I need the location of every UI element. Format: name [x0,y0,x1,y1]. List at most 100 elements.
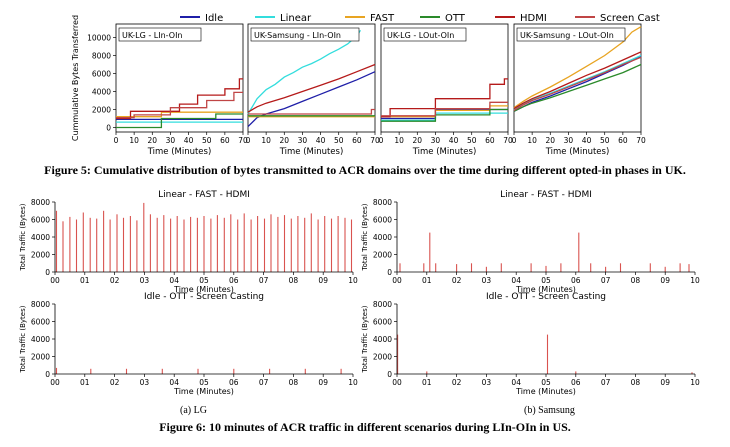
x-tick-label: 04 [511,276,521,285]
x-tick-label: 01 [80,378,90,387]
series-line-screen-cast [513,56,642,111]
x-tick-label: 40 [316,136,326,145]
x-tick-label: 03 [482,276,492,285]
x-tick-label: 04 [169,378,179,387]
y-tick-label: 6000 [31,216,50,225]
panel-title: Linear - FAST - HDMI [500,190,592,200]
panel-frame [513,23,642,133]
x-tick-label: 10 [527,136,537,145]
x-tick-label: 05 [541,276,551,285]
legend-label-fast: FAST [370,13,395,24]
x-tick-label: 10 [348,378,358,387]
y-tick-label: 2000 [373,251,392,260]
x-tick-label: 50 [202,136,212,145]
legend-label-screen-cast: Screen Cast [600,13,660,24]
x-tick-label: 70 [238,136,248,145]
series-line-linear [513,54,642,111]
x-axis-label: Time (Minutes) [545,147,610,157]
subcaption-lg: (a) LG [180,405,207,416]
series-line-hdmi [381,78,508,118]
legend-label-linear: Linear [280,13,312,24]
y-tick-label: 8000 [92,52,111,61]
x-tick-label: 07 [601,276,611,285]
y-axis-label: Total Traffic (Bytes) [19,203,27,271]
x-tick-label: 02 [110,378,120,387]
panel-title-box [383,27,467,42]
panel-title: Linear - FAST - HDMI [158,190,250,200]
x-tick-label: 02 [452,378,462,387]
x-axis-label: Time (Minutes) [279,147,344,157]
x-tick-label: 05 [199,276,209,285]
panel-title: UK-LG - LIn-OIn [122,31,183,40]
x-tick-label: 01 [80,276,90,285]
x-tick-label: 03 [140,276,150,285]
x-tick-label: 01 [422,378,432,387]
x-tick-label: 08 [289,378,299,387]
figure6-caption: Figure 6: 10 minutes of ACR traffic in d… [159,420,571,434]
panel-title: Idle - OTT - Screen Casting [486,292,606,302]
y-axis-label: Total Traffic (Bytes) [19,305,27,373]
x-tick-label: 07 [259,378,269,387]
x-tick-label: 07 [601,378,611,387]
x-tick-label: 20 [413,136,423,145]
y-tick-label: 6000 [31,318,50,327]
panel-title-box [118,27,202,42]
panel-title: UK-LG - LOut-OIn [387,31,454,40]
x-tick-label: 70 [636,136,646,145]
x-tick-label: 09 [660,378,670,387]
y-tick-label: 2000 [31,353,50,362]
x-tick-label: 10 [348,276,358,285]
panel-title-box [250,27,360,42]
x-tick-label: 10 [690,378,700,387]
x-tick-label: 05 [541,378,551,387]
x-tick-label: 08 [289,276,299,285]
x-tick-label: 08 [631,276,641,285]
x-axis-label: Time (Minutes) [173,285,234,294]
x-tick-label: 70 [503,136,513,145]
x-tick-label: 0 [512,136,517,145]
x-tick-label: 60 [220,136,230,145]
y-tick-label: 2000 [373,353,392,362]
y-tick-label: 10000 [87,34,111,43]
legend-label-hdmi: HDMI [520,13,547,24]
subcaption-samsung: (b) Samsung [524,405,575,416]
y-tick-label: 2000 [31,251,50,260]
y-tick-label: 2000 [92,106,111,115]
x-tick-label: 04 [511,378,521,387]
x-axis-label: Time (Minutes) [173,387,234,396]
x-tick-label: 01 [422,276,432,285]
x-tick-label: 40 [449,136,459,145]
x-axis-label: Time (Minutes) [515,285,576,294]
series-line-screen-cast [381,101,508,117]
x-tick-label: 06 [571,378,581,387]
x-tick-label: 10 [394,136,404,145]
x-tick-label: 30 [166,136,176,145]
legend-label-ott: OTT [445,13,466,24]
x-tick-label: 30 [431,136,441,145]
x-tick-label: 30 [298,136,308,145]
series-line-ott [381,108,508,122]
y-tick-label: 8000 [373,198,392,207]
x-tick-label: 06 [229,276,239,285]
y-tick-label: 4000 [373,233,392,242]
y-tick-label: 4000 [31,233,50,242]
x-tick-label: 50 [334,136,344,145]
x-axis-label: Time (Minutes) [412,147,477,157]
x-tick-label: 50 [467,136,477,145]
x-tick-label: 05 [199,378,209,387]
x-tick-label: 0 [379,136,384,145]
x-tick-label: 06 [571,276,581,285]
panel-frame [380,23,509,133]
y-tick-label: 4000 [373,335,392,344]
series-line-fast [513,26,642,109]
x-tick-label: 08 [631,378,641,387]
x-tick-label: 00 [392,378,402,387]
y-axis-label: Total Traffic (Bytes) [361,203,369,271]
x-tick-label: 02 [110,276,120,285]
y-tick-label: 0 [106,124,111,133]
x-tick-label: 00 [392,276,402,285]
x-tick-label: 09 [318,276,328,285]
panel-title: UK-Samsung - LIn-OIn [254,31,341,40]
x-tick-label: 20 [280,136,290,145]
series-line-ott [513,63,642,112]
